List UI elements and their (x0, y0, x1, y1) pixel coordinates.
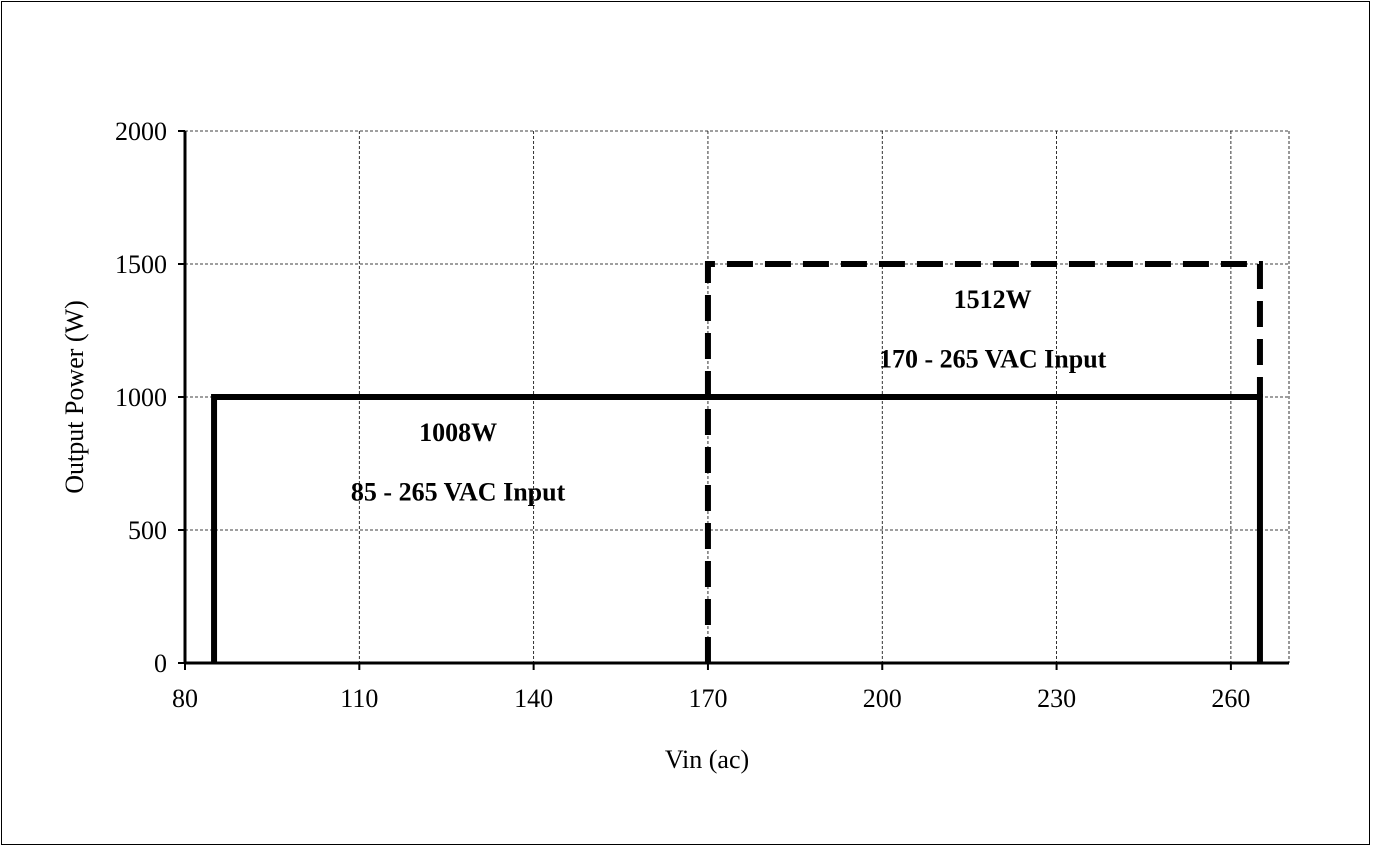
y-axis-label: Output Power (W) (60, 300, 89, 494)
axes (178, 130, 1289, 670)
tick-labels: 0 500 1000 1500 2000 80 110 140 170 200 230 260 (115, 117, 1250, 713)
series-line-dashed (704, 261, 1263, 663)
x-axis-label: Vin (ac) (665, 745, 749, 774)
x-tick-label: 170 (688, 684, 727, 713)
y-tick-label: 2000 (115, 117, 167, 146)
x-tick-label: 140 (514, 684, 553, 713)
x-tick-label: 200 (863, 684, 902, 713)
x-tick-label: 80 (172, 684, 198, 713)
annotation-label: 170 - 265 VAC Input (879, 345, 1107, 374)
x-tick-label: 230 (1037, 684, 1076, 713)
x-tick-label: 260 (1211, 684, 1250, 713)
annotation-label: 1512W (954, 285, 1032, 314)
y-tick-label: 0 (154, 649, 167, 678)
annotations: 1008W 85 - 265 VAC Input 1512W 170 - 265 VA… (351, 285, 1107, 507)
x-tick-label: 110 (340, 684, 378, 713)
series-line-solid (211, 394, 1263, 663)
annotation-label: 85 - 265 VAC Input (351, 478, 566, 507)
series-layer (211, 261, 1263, 663)
y-tick-label: 1500 (115, 250, 167, 279)
annotation-label: 1008W (419, 418, 497, 447)
y-tick-label: 500 (128, 516, 167, 545)
y-tick-label: 1000 (115, 383, 167, 412)
